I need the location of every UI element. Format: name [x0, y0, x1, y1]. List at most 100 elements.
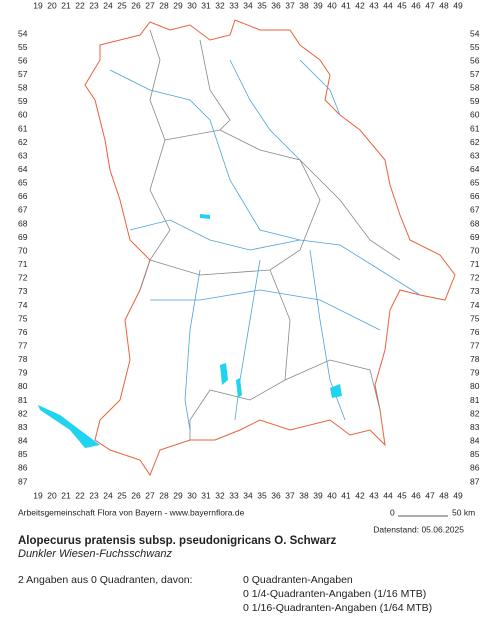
count: 0 1/16-Quadranten-Angaben (1/64 MTB) — [243, 602, 432, 614]
row-label: 60 — [470, 110, 480, 120]
row-label: 59 — [18, 96, 28, 106]
column-label: 45 — [397, 490, 407, 500]
row-label: 72 — [470, 273, 480, 283]
row-label: 55 — [18, 42, 28, 52]
column-label: 41 — [341, 490, 351, 500]
column-label: 37 — [285, 0, 295, 10]
subtitle: Dunkler Wiesen-Fuchsschwanz — [18, 548, 172, 560]
row-label: 61 — [18, 123, 28, 133]
column-label: 34 — [243, 490, 253, 500]
row-label: 72 — [18, 273, 28, 283]
row-label: 74 — [470, 300, 480, 310]
column-label: 29 — [173, 0, 183, 10]
column-label: 42 — [355, 0, 365, 10]
row-label: 59 — [470, 96, 480, 106]
district-borders — [139, 29, 401, 440]
column-label: 23 — [89, 0, 99, 10]
column-label: 49 — [453, 490, 463, 500]
column-label: 26 — [131, 490, 141, 500]
row-label: 63 — [470, 150, 480, 160]
column-label: 39 — [313, 0, 323, 10]
column-label: 43 — [369, 0, 379, 10]
row-label: 58 — [18, 83, 28, 93]
column-label: 26 — [131, 0, 141, 10]
row-label: 62 — [470, 137, 480, 147]
column-label: 48 — [439, 0, 449, 10]
total: 2 Angaben aus 0 Quadranten, davon: — [18, 574, 193, 586]
row-label: 73 — [18, 286, 28, 296]
row-label: 79 — [470, 368, 480, 378]
map — [38, 19, 456, 477]
row-label: 75 — [18, 313, 28, 323]
column-label: 19 — [33, 0, 43, 10]
row-label: 55 — [470, 42, 480, 52]
row-label: 80 — [18, 381, 28, 391]
column-label: 21 — [61, 0, 71, 10]
column-label: 30 — [187, 490, 197, 500]
row-label: 67 — [470, 205, 480, 215]
column-label: 48 — [439, 490, 449, 500]
column-label: 24 — [103, 490, 113, 500]
column-label: 31 — [201, 0, 211, 10]
grid-labels: 19 19 20 20 21 21 22 22 23 23 24 24 25 25 26 26 27 27 28 28… — [18, 0, 480, 500]
column-label: 25 — [117, 0, 127, 10]
column-label: 27 — [145, 0, 155, 10]
column-label: 36 — [271, 490, 281, 500]
row-label: 70 — [18, 245, 28, 255]
column-label: 47 — [425, 0, 435, 10]
row-label: 85 — [470, 449, 480, 459]
row-label: 73 — [470, 286, 480, 296]
row-label: 66 — [18, 191, 28, 201]
column-label: 22 — [75, 0, 85, 10]
row-label: 67 — [18, 205, 28, 215]
row-label: 84 — [470, 436, 480, 446]
row-label: 76 — [470, 327, 480, 337]
column-label: 44 — [383, 490, 393, 500]
column-label: 33 — [229, 490, 239, 500]
row-label: 68 — [18, 218, 28, 228]
column-label: 41 — [341, 0, 351, 10]
row-label: 68 — [470, 218, 480, 228]
row-label: 64 — [18, 164, 28, 174]
row-label: 82 — [470, 408, 480, 418]
row-label: 74 — [18, 300, 28, 310]
date: Datenstand: 05.06.2025 — [373, 524, 464, 534]
row-label: 85 — [18, 449, 28, 459]
row-label: 71 — [470, 259, 480, 269]
row-label: 57 — [470, 69, 480, 79]
column-label: 42 — [355, 490, 365, 500]
row-label: 84 — [18, 436, 28, 446]
column-label: 28 — [159, 490, 169, 500]
row-label: 58 — [470, 83, 480, 93]
row-label: 70 — [470, 245, 480, 255]
column-label: 23 — [89, 490, 99, 500]
row-label: 82 — [18, 408, 28, 418]
row-label: 79 — [18, 368, 28, 378]
lakes — [38, 214, 342, 448]
count: 0 1/4-Quadranten-Angaben (1/16 MTB) — [243, 588, 426, 600]
row-label: 62 — [18, 137, 28, 147]
column-label: 49 — [453, 0, 463, 10]
row-label: 66 — [470, 191, 480, 201]
column-label: 40 — [327, 0, 337, 10]
count: 0 Quadranten-Angaben — [243, 574, 353, 586]
row-label: 71 — [18, 259, 28, 269]
column-label: 25 — [117, 490, 127, 500]
column-label: 32 — [215, 490, 225, 500]
column-label: 39 — [313, 490, 323, 500]
row-label: 54 — [18, 28, 28, 38]
row-label: 87 — [18, 476, 28, 486]
row-label: 76 — [18, 327, 28, 337]
row-label: 69 — [470, 232, 480, 242]
row-label: 60 — [18, 110, 28, 120]
column-label: 38 — [299, 0, 309, 10]
row-label: 77 — [470, 340, 480, 350]
row-label: 86 — [18, 463, 28, 473]
rivers — [109, 59, 421, 431]
column-label: 22 — [75, 490, 85, 500]
row-label: 61 — [470, 123, 480, 133]
column-label: 27 — [145, 490, 155, 500]
column-label: 35 — [257, 490, 267, 500]
row-label: 56 — [18, 55, 28, 65]
